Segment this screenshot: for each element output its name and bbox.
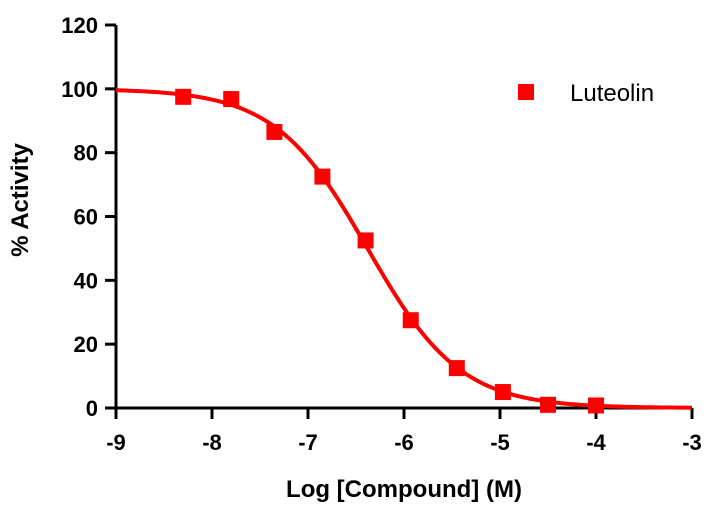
- data-point: [266, 123, 283, 140]
- y-axis-title: % Activity: [7, 142, 34, 256]
- x-axis-title: Log [Compound] (M): [286, 476, 522, 503]
- y-tick-label: 100: [61, 77, 98, 102]
- y-tick-label: 80: [74, 141, 98, 166]
- data-point: [175, 88, 192, 105]
- x-tick-label: -7: [298, 430, 318, 455]
- x-tick-label: -6: [394, 430, 414, 455]
- data-point: [357, 232, 374, 249]
- legend-label-luteolin: Luteolin: [570, 80, 654, 107]
- data-point: [314, 168, 331, 185]
- fit-curve: [115, 88, 693, 410]
- y-tick-label: 40: [74, 268, 98, 293]
- y-tick-label: 20: [74, 332, 98, 357]
- x-tick-label: -4: [586, 430, 606, 455]
- data-point: [494, 384, 511, 401]
- y-tick-label: 0: [86, 396, 98, 421]
- legend-marker-luteolin: [518, 84, 534, 100]
- x-tick-label: -3: [682, 430, 702, 455]
- data-point: [223, 91, 240, 108]
- y-tick-label: 120: [61, 13, 98, 38]
- legend: Luteolin: [518, 80, 654, 107]
- y-ticks: 0 20 40 60 80 100 120: [61, 13, 116, 421]
- x-tick-label: -5: [490, 430, 510, 455]
- x-ticks: -9 -8 -7 -6 -5 -4 -3: [106, 408, 702, 455]
- y-tick-label: 60: [74, 205, 98, 230]
- data-point: [448, 360, 465, 377]
- data-point: [540, 396, 556, 413]
- x-tick-label: -8: [202, 430, 222, 455]
- data-point: [402, 312, 419, 329]
- x-tick-label: -9: [106, 430, 126, 455]
- data-points: [175, 88, 604, 414]
- data-point: [588, 397, 604, 414]
